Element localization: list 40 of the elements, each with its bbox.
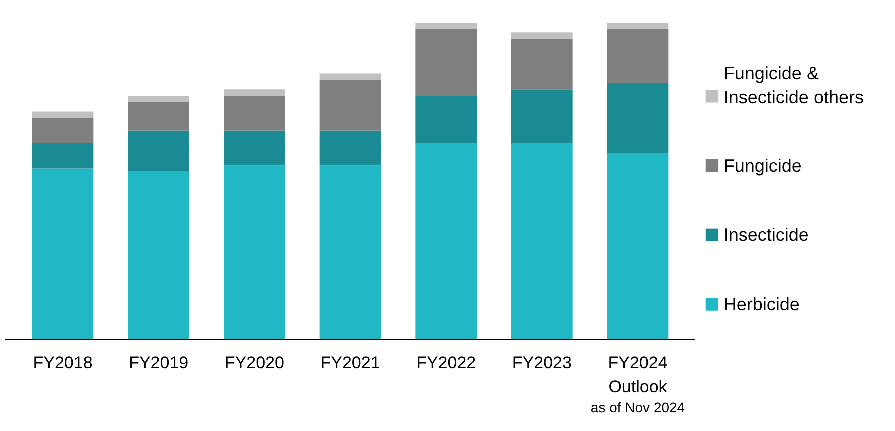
bar (320, 80, 382, 131)
legend-label: Fungicide & Insecticide others (724, 64, 864, 108)
legend-label: Fungicide (724, 156, 802, 176)
x-tick-label: FY2022 (416, 354, 476, 373)
bar (607, 23, 669, 30)
bar (224, 166, 286, 340)
bar (607, 29, 669, 84)
bar (320, 74, 382, 80)
bar (128, 102, 190, 131)
legend-label: Insecticide (724, 225, 809, 246)
bar (607, 83, 669, 153)
bar (512, 143, 573, 340)
bar (416, 143, 477, 340)
bar (224, 130, 286, 166)
bar (32, 168, 94, 340)
bar (416, 23, 477, 30)
bar (32, 112, 94, 118)
x-tick-label: FY2018 (33, 354, 93, 373)
bar (128, 96, 190, 102)
text: as of Nov 2024 (590, 400, 686, 416)
bar (512, 90, 573, 144)
bar (320, 166, 382, 340)
bar (607, 152, 669, 340)
bar (416, 96, 477, 144)
bar (224, 90, 286, 96)
bar (128, 172, 190, 340)
x-tick-label: FY2023 (512, 354, 572, 373)
bar (512, 32, 573, 39)
x-tick-label: FY2024 Outlook (608, 354, 668, 396)
x-tick-label: FY2020 (224, 354, 284, 373)
bar (32, 143, 94, 169)
legend-label: Herbicide (724, 294, 800, 315)
x-tick-label: FY2021 (320, 354, 380, 373)
bar (128, 130, 190, 172)
x-tick-label: FY2019 (129, 354, 189, 373)
bar (512, 38, 573, 90)
bar (416, 29, 477, 96)
bar (32, 118, 94, 144)
bar (224, 96, 286, 131)
bar (320, 130, 382, 166)
